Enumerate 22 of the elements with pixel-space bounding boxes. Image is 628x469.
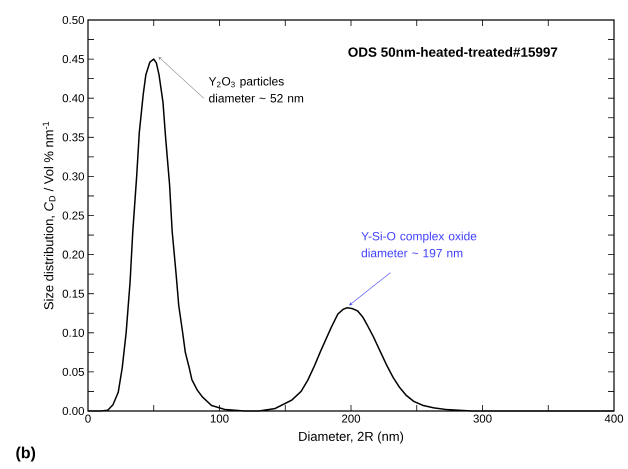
y-tick-label: 0.35 bbox=[62, 133, 84, 142]
y-tick-label: 0.05 bbox=[62, 368, 84, 376]
y-axis-title: Size distribution, C$_{D}$ / Vol % nm$^{-1}$ bbox=[42, 122, 56, 310]
annotation: Y-Si-O complex oxide diameter ~ 197 nm bbox=[361, 232, 476, 258]
y-tick-label: 0.50 bbox=[62, 16, 84, 24]
y-tick-label: 0.45 bbox=[62, 55, 84, 64]
x-tick-label: 100 bbox=[210, 414, 229, 423]
y-tick-label: 0.00 bbox=[62, 406, 84, 416]
y-tick-label: 0.10 bbox=[62, 328, 84, 337]
x-tick-label: 200 bbox=[342, 414, 360, 423]
x-tick-label: 0 bbox=[85, 414, 91, 423]
text: ODS 50nm-heated-treated#15997 bbox=[348, 46, 558, 57]
y-tick-label: 0.30 bbox=[62, 172, 84, 180]
y-tick-label: 0.20 bbox=[62, 250, 84, 259]
y-tick-label: 0.40 bbox=[62, 94, 84, 102]
y-tick-label: 0.15 bbox=[62, 290, 84, 298]
annotation: Y$_{2}$O$_{3}$ particles diameter ~ 52 nm bbox=[208, 76, 304, 102]
y-tick-label: 0.25 bbox=[62, 211, 84, 220]
x-tick-label: 300 bbox=[473, 414, 492, 423]
text: (b) bbox=[16, 446, 36, 462]
x-axis-title: Diameter, 2R (nm) bbox=[299, 431, 404, 444]
x-tick-label: 400 bbox=[604, 414, 624, 423]
